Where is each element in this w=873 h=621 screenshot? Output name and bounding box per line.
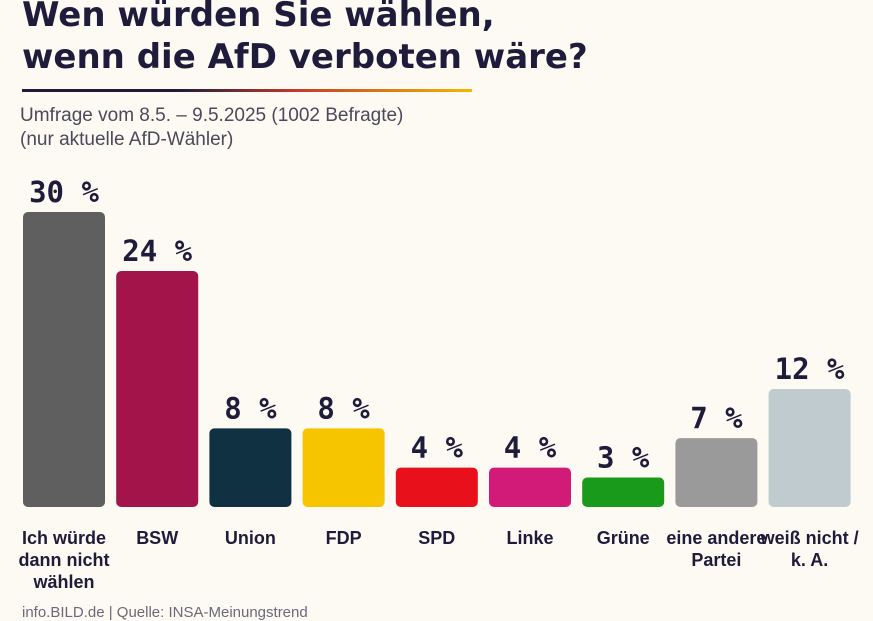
category-label-7: eine andere Partei xyxy=(666,528,766,570)
value-label-4: 4 % xyxy=(411,431,464,465)
title-underline xyxy=(22,89,472,92)
chart-title: Wen würden Sie wählen, wenn die AfD verb… xyxy=(22,0,588,78)
category-label-4: SPD xyxy=(418,528,455,548)
category-label-6: Grüne xyxy=(597,528,650,548)
chart-title-line-2: wenn die AfD verboten wäre? xyxy=(22,37,588,77)
bar-8 xyxy=(768,389,851,507)
bar-chart: 30 % Ich würde dann nicht wählen 24 % BSW 8 % U… xyxy=(19,175,859,592)
value-label-6: 3 % xyxy=(597,441,650,475)
value-label-7: 7 % xyxy=(690,401,743,435)
value-label-8: 12 % xyxy=(775,352,845,386)
chart-subtitle-line-1: Umfrage vom 8.5. – 9.5.2025 (1002 Befrag… xyxy=(20,105,404,126)
bar-3 xyxy=(302,428,385,507)
chart-subtitle-line-2: (nur aktuelle AfD-Wähler) xyxy=(20,129,234,150)
category-label-0: Ich würde dann nicht wählen xyxy=(19,528,110,592)
category-label-8: weiß nicht / k. A. xyxy=(760,528,859,570)
category-label-5: Linke xyxy=(506,528,553,548)
value-label-3: 8 % xyxy=(317,391,370,425)
value-label-1: 24 % xyxy=(122,234,192,268)
chart-subtitle: Umfrage vom 8.5. – 9.5.2025 (1002 Befrag… xyxy=(20,104,403,152)
value-label-5: 4 % xyxy=(504,431,557,465)
bar-7 xyxy=(675,438,758,507)
source-footer: info.BILD.de | Quelle: INSA-Meinungstren… xyxy=(22,604,308,621)
bar-5 xyxy=(489,467,571,507)
bar-0 xyxy=(23,212,105,507)
category-label-1: BSW xyxy=(136,528,178,548)
category-label-3: FDP xyxy=(326,528,362,548)
chart-title-line-1: Wen würden Sie wählen, xyxy=(22,0,495,35)
value-label-2: 8 % xyxy=(224,391,277,425)
category-label-2: Union xyxy=(225,528,276,548)
bar-1 xyxy=(116,271,199,507)
bar-4 xyxy=(395,467,478,507)
bar-6 xyxy=(582,477,665,507)
bar-2 xyxy=(209,428,292,507)
value-label-0: 30 % xyxy=(29,175,99,209)
